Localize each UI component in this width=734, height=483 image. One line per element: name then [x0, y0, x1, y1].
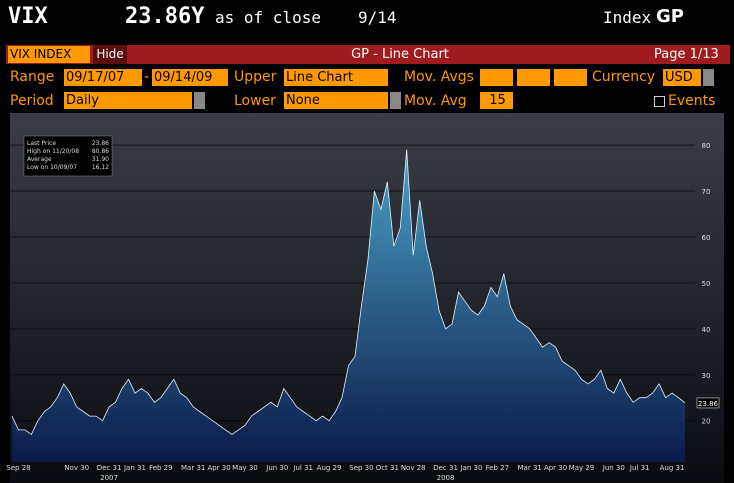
- stat-label: Average: [27, 156, 52, 163]
- x-tick-label: Aug 31: [660, 464, 685, 472]
- label[interactable]: Events: [668, 93, 716, 109]
- stat-value: 80.86: [92, 148, 109, 155]
- input[interactable]: Line Chart: [284, 69, 388, 86]
- x-tick-label: Jun 30: [602, 464, 625, 472]
- date: 9/14: [358, 8, 397, 27]
- toolbar: [6, 45, 730, 64]
- x-tick-label: Sep 30: [349, 464, 373, 472]
- x-tick-label: Jul 31: [629, 464, 650, 472]
- y-tick-label: 80: [702, 142, 711, 150]
- y-tick-label: 40: [702, 326, 711, 334]
- area: [12, 149, 685, 462]
- label: Range: [10, 69, 55, 85]
- x-tick-label: May 29: [569, 464, 595, 472]
- x-tick-label: May 30: [232, 464, 258, 472]
- line: [11, 149, 686, 435]
- stat-label: High on 11/20/08: [27, 148, 79, 155]
- scroll[interactable]: [703, 69, 714, 86]
- label: Mov. Avg: [404, 93, 467, 109]
- label: Mov. Avgs: [404, 69, 474, 85]
- input[interactable]: USD: [663, 69, 701, 86]
- x-tick-label: Feb 29: [149, 464, 173, 472]
- x-tick-label: Sep 28: [6, 464, 30, 472]
- input[interactable]: [554, 69, 587, 86]
- y-tick-label: 70: [702, 188, 711, 196]
- last-price-label: 23.86: [698, 400, 719, 408]
- last-price-tag: [696, 397, 720, 409]
- input[interactable]: 15: [480, 92, 513, 109]
- x-tick-label: Dec 31: [433, 464, 458, 472]
- input[interactable]: [517, 69, 550, 86]
- function: GP: [656, 6, 684, 27]
- x-tick-label: Aug 29: [317, 464, 342, 472]
- x-tick-label: Mar 31: [518, 464, 542, 472]
- y-tick-label: 50: [702, 280, 711, 288]
- y-tick-label: 30: [702, 372, 711, 380]
- asset-class: Index: [603, 8, 652, 27]
- as-of: as of close: [215, 8, 321, 27]
- x-tick-label: Jan 31: [123, 464, 146, 472]
- input[interactable]: Daily: [64, 92, 192, 109]
- year-label: 2008: [437, 474, 455, 482]
- x-tick-label: Jan 30: [459, 464, 482, 472]
- y-tick-label: 20: [702, 418, 711, 426]
- page-indicator[interactable]: Page 1/13: [654, 47, 719, 62]
- scroll[interactable]: [390, 92, 401, 109]
- ticker: VIX: [8, 4, 48, 29]
- x-tick-label: Apr 30: [544, 464, 567, 472]
- x-tick-label: Nov 28: [401, 464, 426, 472]
- input[interactable]: 09/14/09: [152, 69, 228, 86]
- x-tick-label: Dec 31: [97, 464, 122, 472]
- input[interactable]: 09/17/07: [64, 69, 142, 86]
- x-tick-label: Feb 27: [486, 464, 510, 472]
- label: Period: [10, 93, 54, 109]
- price: 23.86Y: [125, 4, 205, 29]
- stat-value: 23.86: [92, 140, 109, 147]
- stat-label: Low on 10/09/07: [27, 164, 77, 171]
- y-tick-label: 60: [702, 234, 711, 242]
- x-tick-label: Apr 30: [207, 464, 230, 472]
- input[interactable]: [480, 69, 513, 86]
- security-field[interactable]: VIX INDEX: [8, 46, 90, 63]
- label: Upper: [234, 69, 277, 85]
- x-tick-label: Mar 31: [181, 464, 205, 472]
- x-tick-label: Jun 30: [265, 464, 288, 472]
- hide-button[interactable]: Hide: [93, 45, 127, 64]
- label: Lower: [234, 93, 276, 109]
- stats-box: Last Price 23.86 High on 11/20/08 80.86 Aver…: [23, 135, 113, 177]
- label: -: [144, 69, 150, 85]
- stat-value: 31.90: [92, 156, 109, 163]
- label: Currency: [592, 69, 656, 85]
- x-tick-label: Oct 31: [376, 464, 399, 472]
- x-tick-label: Jul 31: [292, 464, 313, 472]
- toolbar-title: GP - Line Chart: [351, 47, 449, 62]
- year-label: 2007: [100, 474, 118, 482]
- stat-label: Last Price: [27, 140, 56, 147]
- scroll[interactable]: [194, 92, 205, 109]
- checkbox[interactable]: [654, 96, 665, 107]
- stat-value: 16.12: [92, 164, 109, 171]
- x-tick-label: Nov 30: [64, 464, 89, 472]
- input[interactable]: None: [284, 92, 388, 109]
